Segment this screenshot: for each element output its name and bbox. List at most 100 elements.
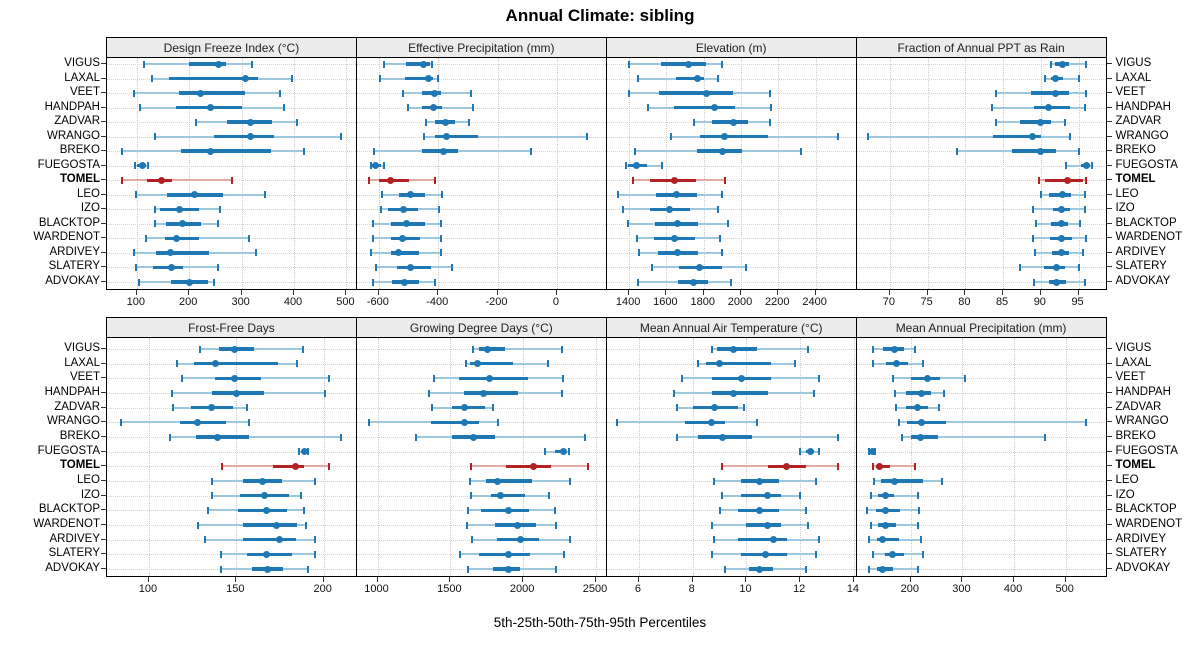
y-axis-tick: [1106, 121, 1112, 123]
median-dot: [670, 176, 678, 184]
site-label-right: VEET: [1115, 371, 1146, 384]
median-dot: [1058, 234, 1066, 242]
whisker-cap: [147, 162, 150, 170]
whisker-cap: [721, 462, 724, 470]
median-dot: [186, 278, 194, 286]
median-dot: [167, 263, 175, 271]
whisker-cap: [815, 477, 818, 485]
axis-tick-label: -200: [485, 296, 508, 308]
iqr-bar: [180, 420, 226, 425]
whisker-cap: [296, 118, 299, 126]
axis-tick-label: 200: [179, 296, 198, 308]
whisker-cap: [870, 521, 873, 529]
site-label-left: WARDENOT: [33, 518, 100, 530]
whisker-cap: [282, 104, 285, 112]
whisker-cap: [943, 389, 946, 397]
whisker-cap: [210, 492, 213, 500]
median-dot: [1053, 263, 1061, 271]
whisker-line: [415, 436, 585, 438]
y-axis-tick: [1106, 450, 1112, 452]
site-label-right: IZO: [1115, 488, 1135, 501]
y-axis-tick: [101, 237, 106, 239]
whisker-cap: [938, 404, 941, 412]
row-gridline: [856, 393, 1106, 394]
site-label-left: TOMEL: [59, 459, 100, 472]
axis-tick: [437, 290, 439, 295]
row-gridline: [606, 194, 856, 196]
whisker-cap: [710, 521, 713, 529]
whisker-cap: [1083, 278, 1086, 286]
whisker-cap: [866, 506, 869, 514]
whisker-cap: [995, 118, 998, 126]
median-dot: [889, 550, 897, 558]
axis-tick-label: 300: [231, 296, 250, 308]
median-dot: [1053, 278, 1061, 286]
median-dot: [891, 477, 899, 485]
iqr-bar: [674, 105, 735, 110]
median-dot: [718, 433, 726, 441]
y-axis-tick: [1106, 237, 1112, 239]
whisker-cap: [440, 234, 443, 242]
panel-strip: Mean Annual Precipitation (mm): [855, 317, 1107, 337]
whisker-cap: [726, 220, 729, 228]
site-label-right: FUEGOSTA: [1115, 444, 1178, 457]
gridline: [910, 338, 912, 576]
gridline: [136, 58, 138, 289]
median-dot: [559, 448, 567, 456]
y-axis-tick: [101, 465, 106, 467]
y-axis-tick: [1106, 135, 1112, 137]
whisker-cap: [871, 462, 874, 470]
median-dot: [632, 162, 640, 170]
site-label-left: SLATERY: [48, 547, 100, 560]
median-dot: [214, 60, 222, 68]
whisker-cap: [745, 263, 748, 271]
whisker-cap: [543, 448, 546, 456]
whisker-cap: [818, 448, 820, 456]
axis-tick: [345, 290, 347, 295]
median-dot: [430, 89, 438, 97]
median-dot: [400, 278, 408, 286]
median-dot: [276, 536, 284, 544]
iqr-bar: [463, 391, 519, 395]
whisker-cap: [895, 404, 898, 412]
axis-tick: [449, 577, 451, 582]
whisker-cap: [697, 360, 700, 368]
median-dot: [716, 360, 724, 368]
median-dot: [172, 234, 180, 242]
whisker-cap: [254, 249, 257, 257]
whisker-cap: [472, 104, 475, 112]
site-label-left: HANDPAH: [44, 100, 100, 113]
axis-tick-label: 1000: [364, 583, 389, 595]
axis-tick-label: 1600: [653, 296, 678, 308]
row-gridline: [856, 252, 1106, 254]
whisker-cap: [871, 360, 874, 368]
iqr-bar: [243, 537, 296, 542]
axis-tick-label: 70: [882, 296, 895, 308]
whisker-cap: [1037, 176, 1040, 184]
y-axis-tick: [1106, 494, 1112, 496]
axis-tick-label: 2500: [582, 583, 608, 595]
whisker-cap: [135, 191, 138, 199]
whisker-cap: [313, 477, 316, 485]
y-axis-tick: [1106, 164, 1112, 166]
median-dot: [718, 147, 726, 155]
axis-tick: [1002, 290, 1004, 295]
iqr-bar: [181, 149, 272, 153]
whisker-cap: [624, 162, 627, 170]
iqr-bar: [156, 251, 209, 255]
gridline: [1014, 338, 1016, 576]
whisker-cap: [897, 418, 900, 426]
median-dot: [710, 404, 718, 412]
whisker-cap: [306, 565, 309, 573]
axis-tick-label: 300: [952, 583, 971, 595]
whisker-cap: [458, 550, 461, 558]
whisker-cap: [245, 404, 248, 412]
panel-strip: Effective Precipitation (mm): [355, 37, 607, 57]
site-label-right: WARDENOT: [1115, 518, 1183, 530]
whisker-cap: [172, 404, 175, 412]
whisker-cap: [990, 104, 993, 112]
axis-tick-label: 400: [283, 296, 303, 308]
whisker-cap: [231, 176, 234, 184]
gridline: [927, 58, 929, 289]
iqr-bar: [451, 405, 485, 410]
